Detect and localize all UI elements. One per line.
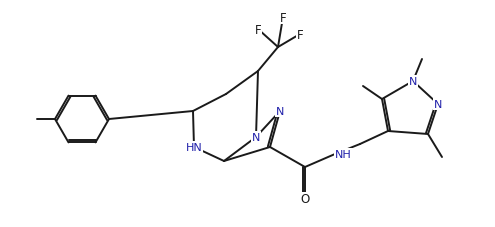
Text: N: N [276,106,284,116]
Text: F: F [255,23,261,36]
Text: O: O [300,193,310,206]
Text: N: N [434,100,442,109]
Text: NH: NH [335,149,352,159]
Text: F: F [280,11,286,24]
Text: N: N [409,77,417,87]
Text: N: N [252,132,260,142]
Text: HN: HN [186,142,202,152]
Text: F: F [297,28,303,41]
